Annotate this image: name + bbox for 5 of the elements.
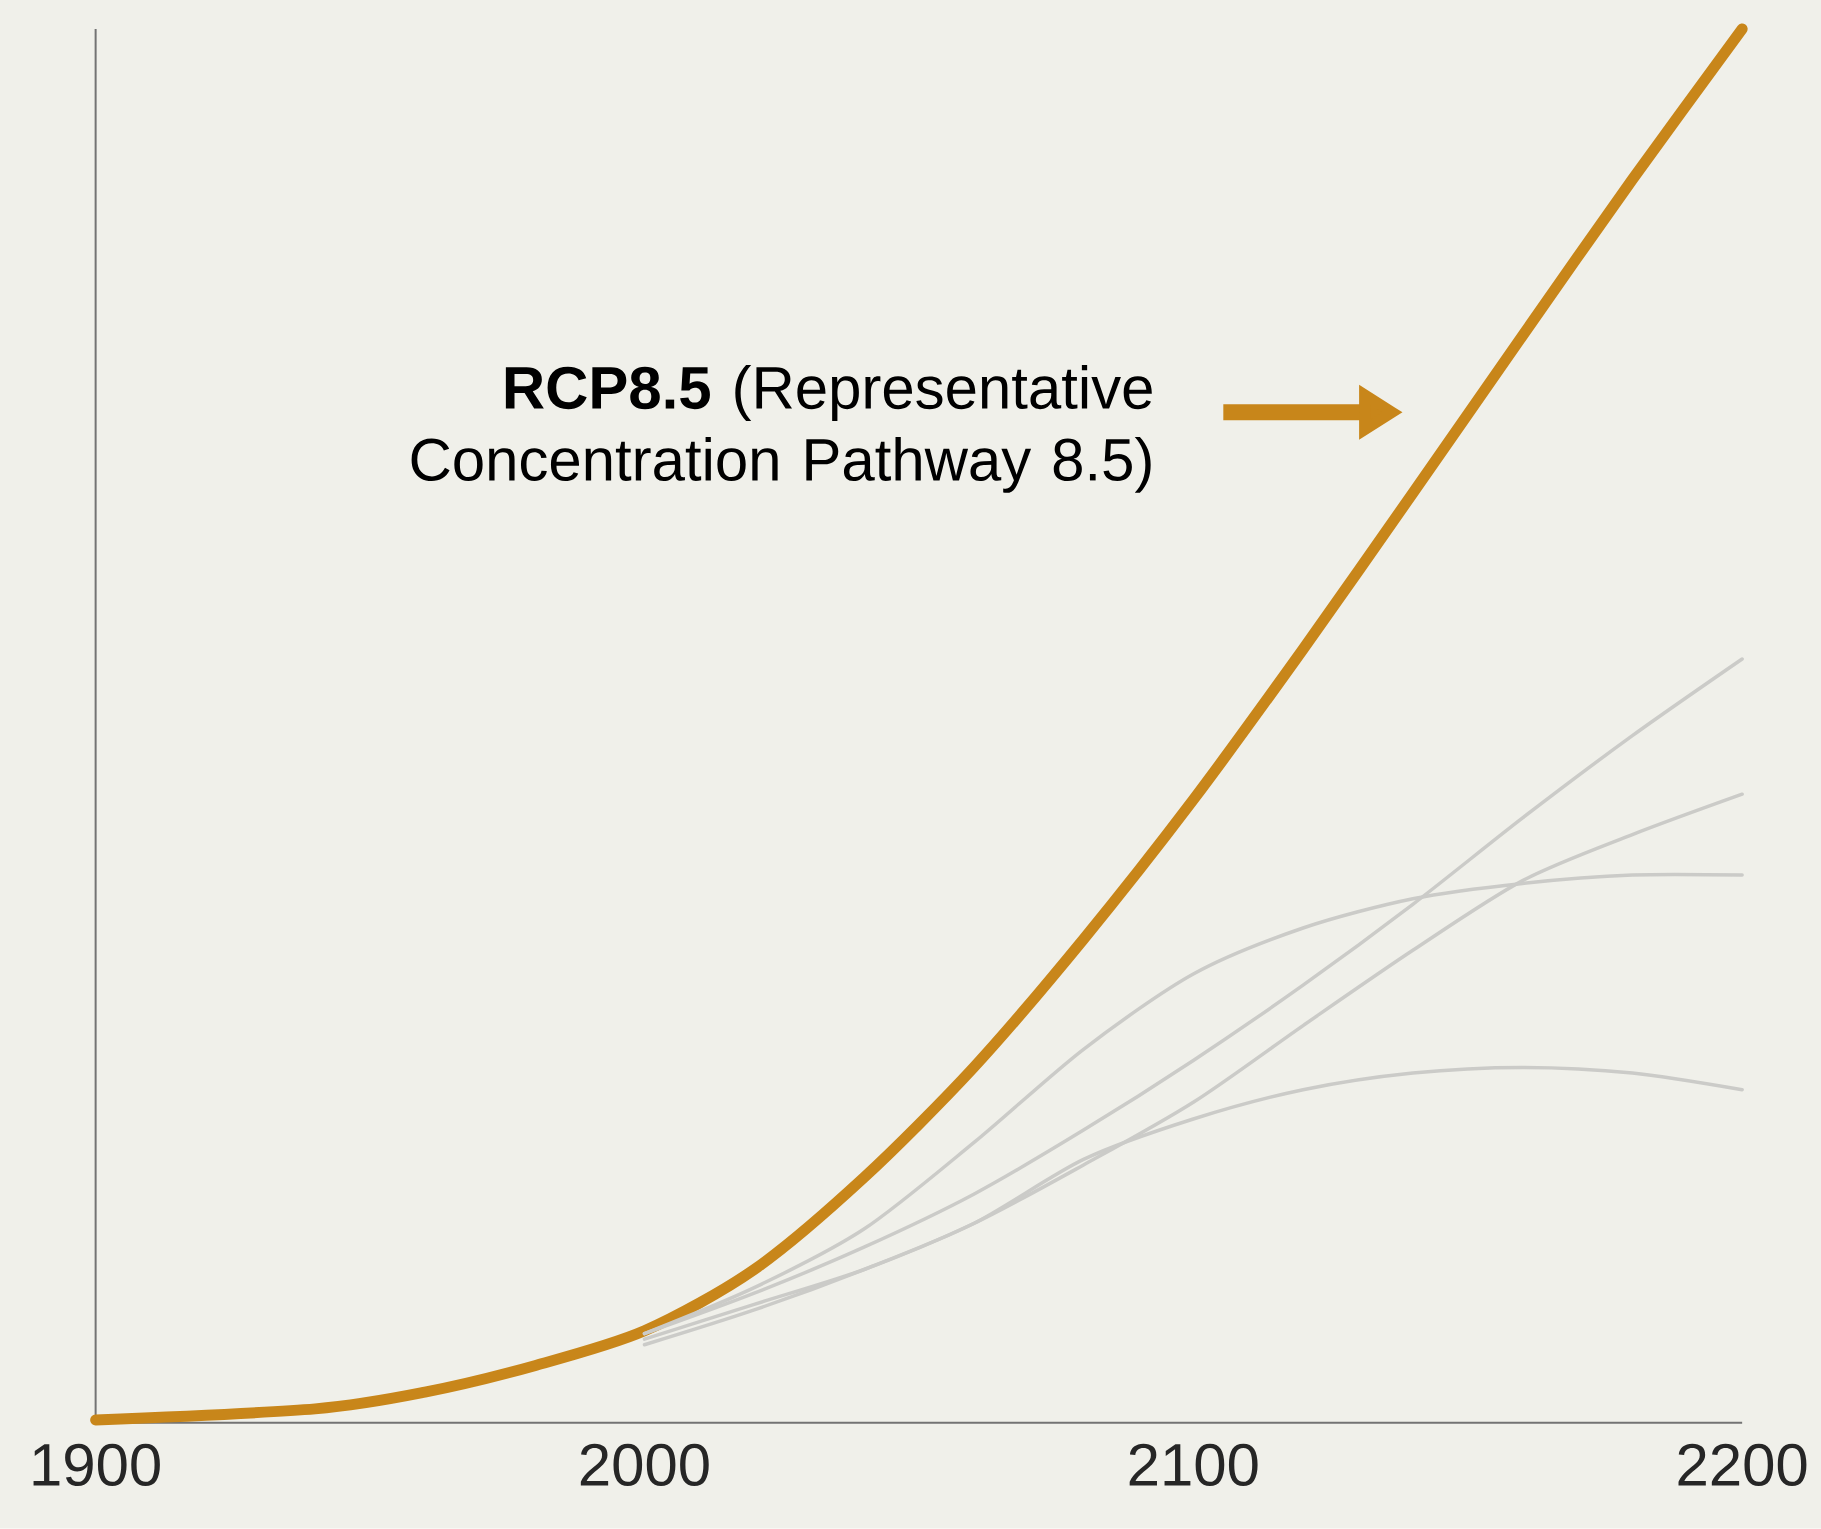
annotation: RCP8.5 (Representative Concentration Pathway 8.5) [411,365,1152,494]
x-tick-label: 2000 [580,1443,709,1487]
x-tick-label: 1900 [33,1443,160,1487]
x-tick-label: 2100 [1129,1443,1258,1487]
x-tick-label: 2200 [1678,1443,1807,1487]
